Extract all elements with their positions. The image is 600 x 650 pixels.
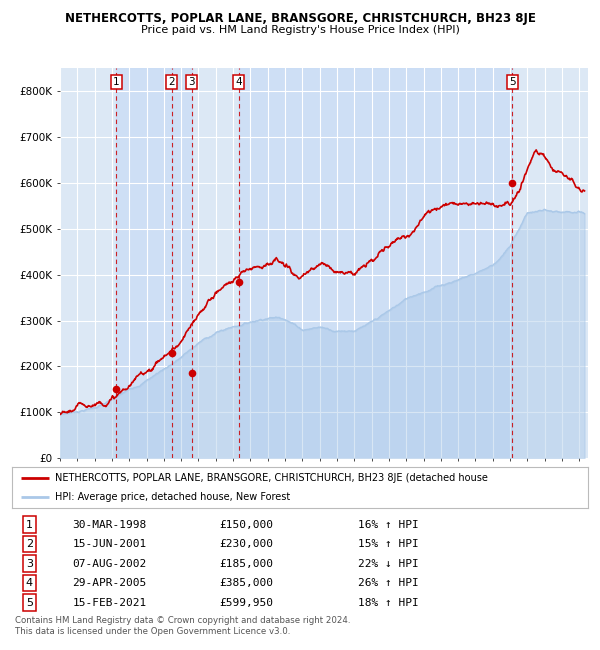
Bar	[116, 68, 172, 458]
Text: Contains HM Land Registry data © Crown copyright and database right 2024.
This d: Contains HM Land Registry data © Crown c…	[15, 616, 350, 636]
Text: 26% ↑ HPI: 26% ↑ HPI	[358, 578, 418, 588]
Text: 07-AUG-2002: 07-AUG-2002	[73, 558, 147, 569]
Text: 1: 1	[113, 77, 119, 87]
Text: Price paid vs. HM Land Registry's House Price Index (HPI): Price paid vs. HM Land Registry's House …	[140, 25, 460, 34]
Text: 15% ↑ HPI: 15% ↑ HPI	[358, 539, 418, 549]
Text: 15-JUN-2001: 15-JUN-2001	[73, 539, 147, 549]
Text: 2: 2	[169, 77, 175, 87]
Text: £150,000: £150,000	[220, 519, 274, 530]
Text: 5: 5	[26, 597, 33, 608]
Text: £599,950: £599,950	[220, 597, 274, 608]
Bar	[239, 68, 512, 458]
Text: £230,000: £230,000	[220, 539, 274, 549]
Text: 29-APR-2005: 29-APR-2005	[73, 578, 147, 588]
Text: NETHERCOTTS, POPLAR LANE, BRANSGORE, CHRISTCHURCH, BH23 8JE (detached house: NETHERCOTTS, POPLAR LANE, BRANSGORE, CHR…	[55, 473, 488, 484]
Text: 2: 2	[26, 539, 33, 549]
Text: 30-MAR-1998: 30-MAR-1998	[73, 519, 147, 530]
Text: £385,000: £385,000	[220, 578, 274, 588]
Text: 18% ↑ HPI: 18% ↑ HPI	[358, 597, 418, 608]
Text: 16% ↑ HPI: 16% ↑ HPI	[358, 519, 418, 530]
Text: 3: 3	[188, 77, 195, 87]
Text: 15-FEB-2021: 15-FEB-2021	[73, 597, 147, 608]
Text: HPI: Average price, detached house, New Forest: HPI: Average price, detached house, New …	[55, 492, 290, 502]
Text: NETHERCOTTS, POPLAR LANE, BRANSGORE, CHRISTCHURCH, BH23 8JE: NETHERCOTTS, POPLAR LANE, BRANSGORE, CHR…	[65, 12, 535, 25]
Text: 22% ↓ HPI: 22% ↓ HPI	[358, 558, 418, 569]
Text: 1: 1	[26, 519, 33, 530]
Text: 3: 3	[26, 558, 33, 569]
Text: 4: 4	[26, 578, 33, 588]
Text: 4: 4	[235, 77, 242, 87]
Text: £185,000: £185,000	[220, 558, 274, 569]
Text: 5: 5	[509, 77, 515, 87]
Bar	[172, 68, 191, 458]
